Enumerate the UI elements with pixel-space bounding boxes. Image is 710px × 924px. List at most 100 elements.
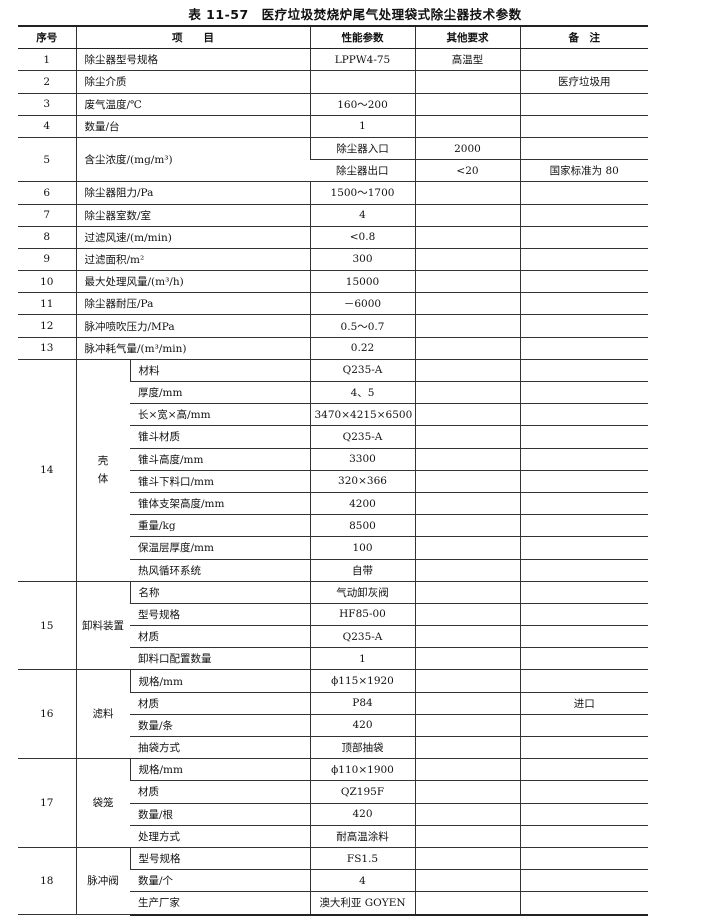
- row-no: 18: [18, 847, 76, 916]
- other-cell: [414, 181, 520, 205]
- value-cell: 0.5～0.7: [309, 314, 415, 338]
- table-row: 材质 P84 进口: [18, 692, 648, 715]
- other-cell: [414, 714, 520, 738]
- item-cell: 废气温度/℃: [75, 93, 310, 116]
- table-row: 重量/kg 8500: [18, 514, 648, 538]
- remark-cell: [519, 403, 648, 427]
- remark-cell: [519, 381, 648, 405]
- value-cell: 除尘器入口: [309, 137, 415, 161]
- other-cell: [414, 492, 520, 516]
- item-cell: 除尘介质: [75, 70, 310, 94]
- table-row: 热风循环系统 自带: [18, 559, 648, 582]
- remark-cell: [519, 448, 648, 471]
- value-cell: Q235-A: [309, 425, 415, 449]
- other-cell: [414, 581, 520, 604]
- value-cell: 160～200: [309, 93, 415, 116]
- table-row: 锥斗下料口/mm 320×366: [18, 470, 648, 493]
- row-no: 8: [18, 226, 76, 249]
- header-remark: 备 注: [519, 25, 648, 50]
- item-cell: 含尘浓度/(mg/m³): [75, 137, 310, 183]
- remark-cell: [519, 803, 648, 826]
- value-cell: 4: [309, 869, 415, 893]
- item-cell: 卸料口配置数量: [130, 647, 310, 671]
- row-no: 17: [18, 758, 76, 848]
- other-cell: [414, 847, 520, 871]
- item-cell: 规格/mm: [129, 669, 310, 693]
- item-cell: 规格/mm: [129, 758, 310, 782]
- other-cell: [414, 736, 520, 760]
- other-cell: 高温型: [414, 48, 520, 72]
- row-no: 2: [18, 70, 76, 94]
- table-row: 抽袋方式 顶部抽袋: [18, 736, 648, 760]
- item-cell: 型号规格: [129, 847, 310, 871]
- item-cell: 过滤面积/m²: [75, 248, 310, 272]
- other-cell: [414, 204, 520, 227]
- row-no: 7: [18, 204, 76, 227]
- other-cell: [414, 470, 520, 493]
- value-cell: 3470×4215×6500: [309, 403, 415, 427]
- table-row: 9 过滤面积/m² 300: [18, 248, 648, 272]
- table-row: 厚度/mm 4、5: [18, 381, 648, 405]
- value-cell: ϕ115×1920: [309, 669, 415, 693]
- other-cell: [414, 758, 520, 782]
- table-row: 11 除尘器耐压/Pa －6000: [18, 292, 648, 316]
- item-cell: 数量/根: [130, 803, 310, 826]
- item-cell: 重量/kg: [130, 514, 310, 538]
- value-cell: P84: [309, 692, 415, 715]
- table-row: 16 滤料 规格/mm ϕ115×1920: [18, 669, 648, 760]
- remark-cell: [519, 48, 648, 72]
- remark-cell: [519, 536, 648, 560]
- value-cell: ϕ110×1900: [309, 758, 415, 782]
- other-cell: [414, 603, 520, 627]
- value-cell: LPPW4-75: [309, 48, 415, 72]
- row-no: 1: [18, 48, 76, 72]
- remark-cell: [519, 337, 648, 360]
- value-cell: 耐高温涂料: [309, 825, 415, 848]
- value-cell: 1500～1700: [309, 181, 415, 205]
- table-row: 14 壳体材料 Q235-A: [18, 359, 648, 582]
- item-cell: 锥斗高度/mm: [130, 448, 310, 471]
- other-cell: [414, 115, 520, 138]
- remark-cell: [519, 847, 648, 871]
- remark-cell: [519, 514, 648, 538]
- value-cell: 气动卸灰阀: [309, 581, 415, 604]
- item-cell: 型号规格: [130, 603, 310, 627]
- table-row: 4 数量/台 1: [18, 115, 648, 138]
- other-cell: [414, 70, 520, 94]
- other-cell: <20: [414, 159, 520, 183]
- table-row: 8 过滤风速/(m/min) <0.8: [18, 226, 648, 249]
- row-no: 14: [18, 359, 76, 582]
- remark-cell: [519, 603, 648, 627]
- value-cell: 4、5: [309, 381, 415, 405]
- value-cell: 320×366: [309, 470, 415, 493]
- value-cell: Q235-A: [309, 625, 415, 649]
- table-row: 锥斗材质 Q235-A: [18, 425, 648, 449]
- table-row: 1 除尘器型号规格 LPPW4-75 高温型: [18, 48, 648, 72]
- table-title: 表 11-57 医疗垃圾焚烧炉尾气处理袋式除尘器技术参数: [188, 7, 522, 22]
- row-no: 5: [18, 137, 76, 183]
- value-cell: <0.8: [309, 226, 415, 249]
- item-cell: 除尘器室数/室: [75, 204, 310, 227]
- remark-cell: [519, 647, 648, 671]
- value-cell: HF85-00: [309, 603, 415, 627]
- header-value: 性能参数: [309, 25, 415, 50]
- table-row: 12 脉冲喷吹压力/MPa 0.5～0.7: [18, 314, 648, 338]
- remark-cell: [519, 314, 648, 338]
- item-cell: 锥斗下料口/mm: [130, 470, 310, 493]
- remark-cell: 医疗垃圾用: [519, 70, 648, 94]
- other-cell: [414, 669, 520, 693]
- other-cell: [414, 248, 520, 272]
- value-cell: 420: [309, 714, 415, 738]
- other-cell: [414, 536, 520, 560]
- remark-cell: [519, 559, 648, 582]
- other-cell: [414, 803, 520, 826]
- value-cell: 100: [309, 536, 415, 560]
- other-cell: [414, 448, 520, 471]
- other-cell: [414, 425, 520, 449]
- item-cell: 脉冲耗气量/(m³/min): [75, 337, 310, 360]
- remark-cell: 国家标准为 80: [519, 159, 648, 183]
- other-cell: [414, 359, 520, 383]
- item-cell: 数量/个: [130, 869, 310, 893]
- value-cell: 1: [309, 647, 415, 671]
- row-no: 9: [18, 248, 76, 272]
